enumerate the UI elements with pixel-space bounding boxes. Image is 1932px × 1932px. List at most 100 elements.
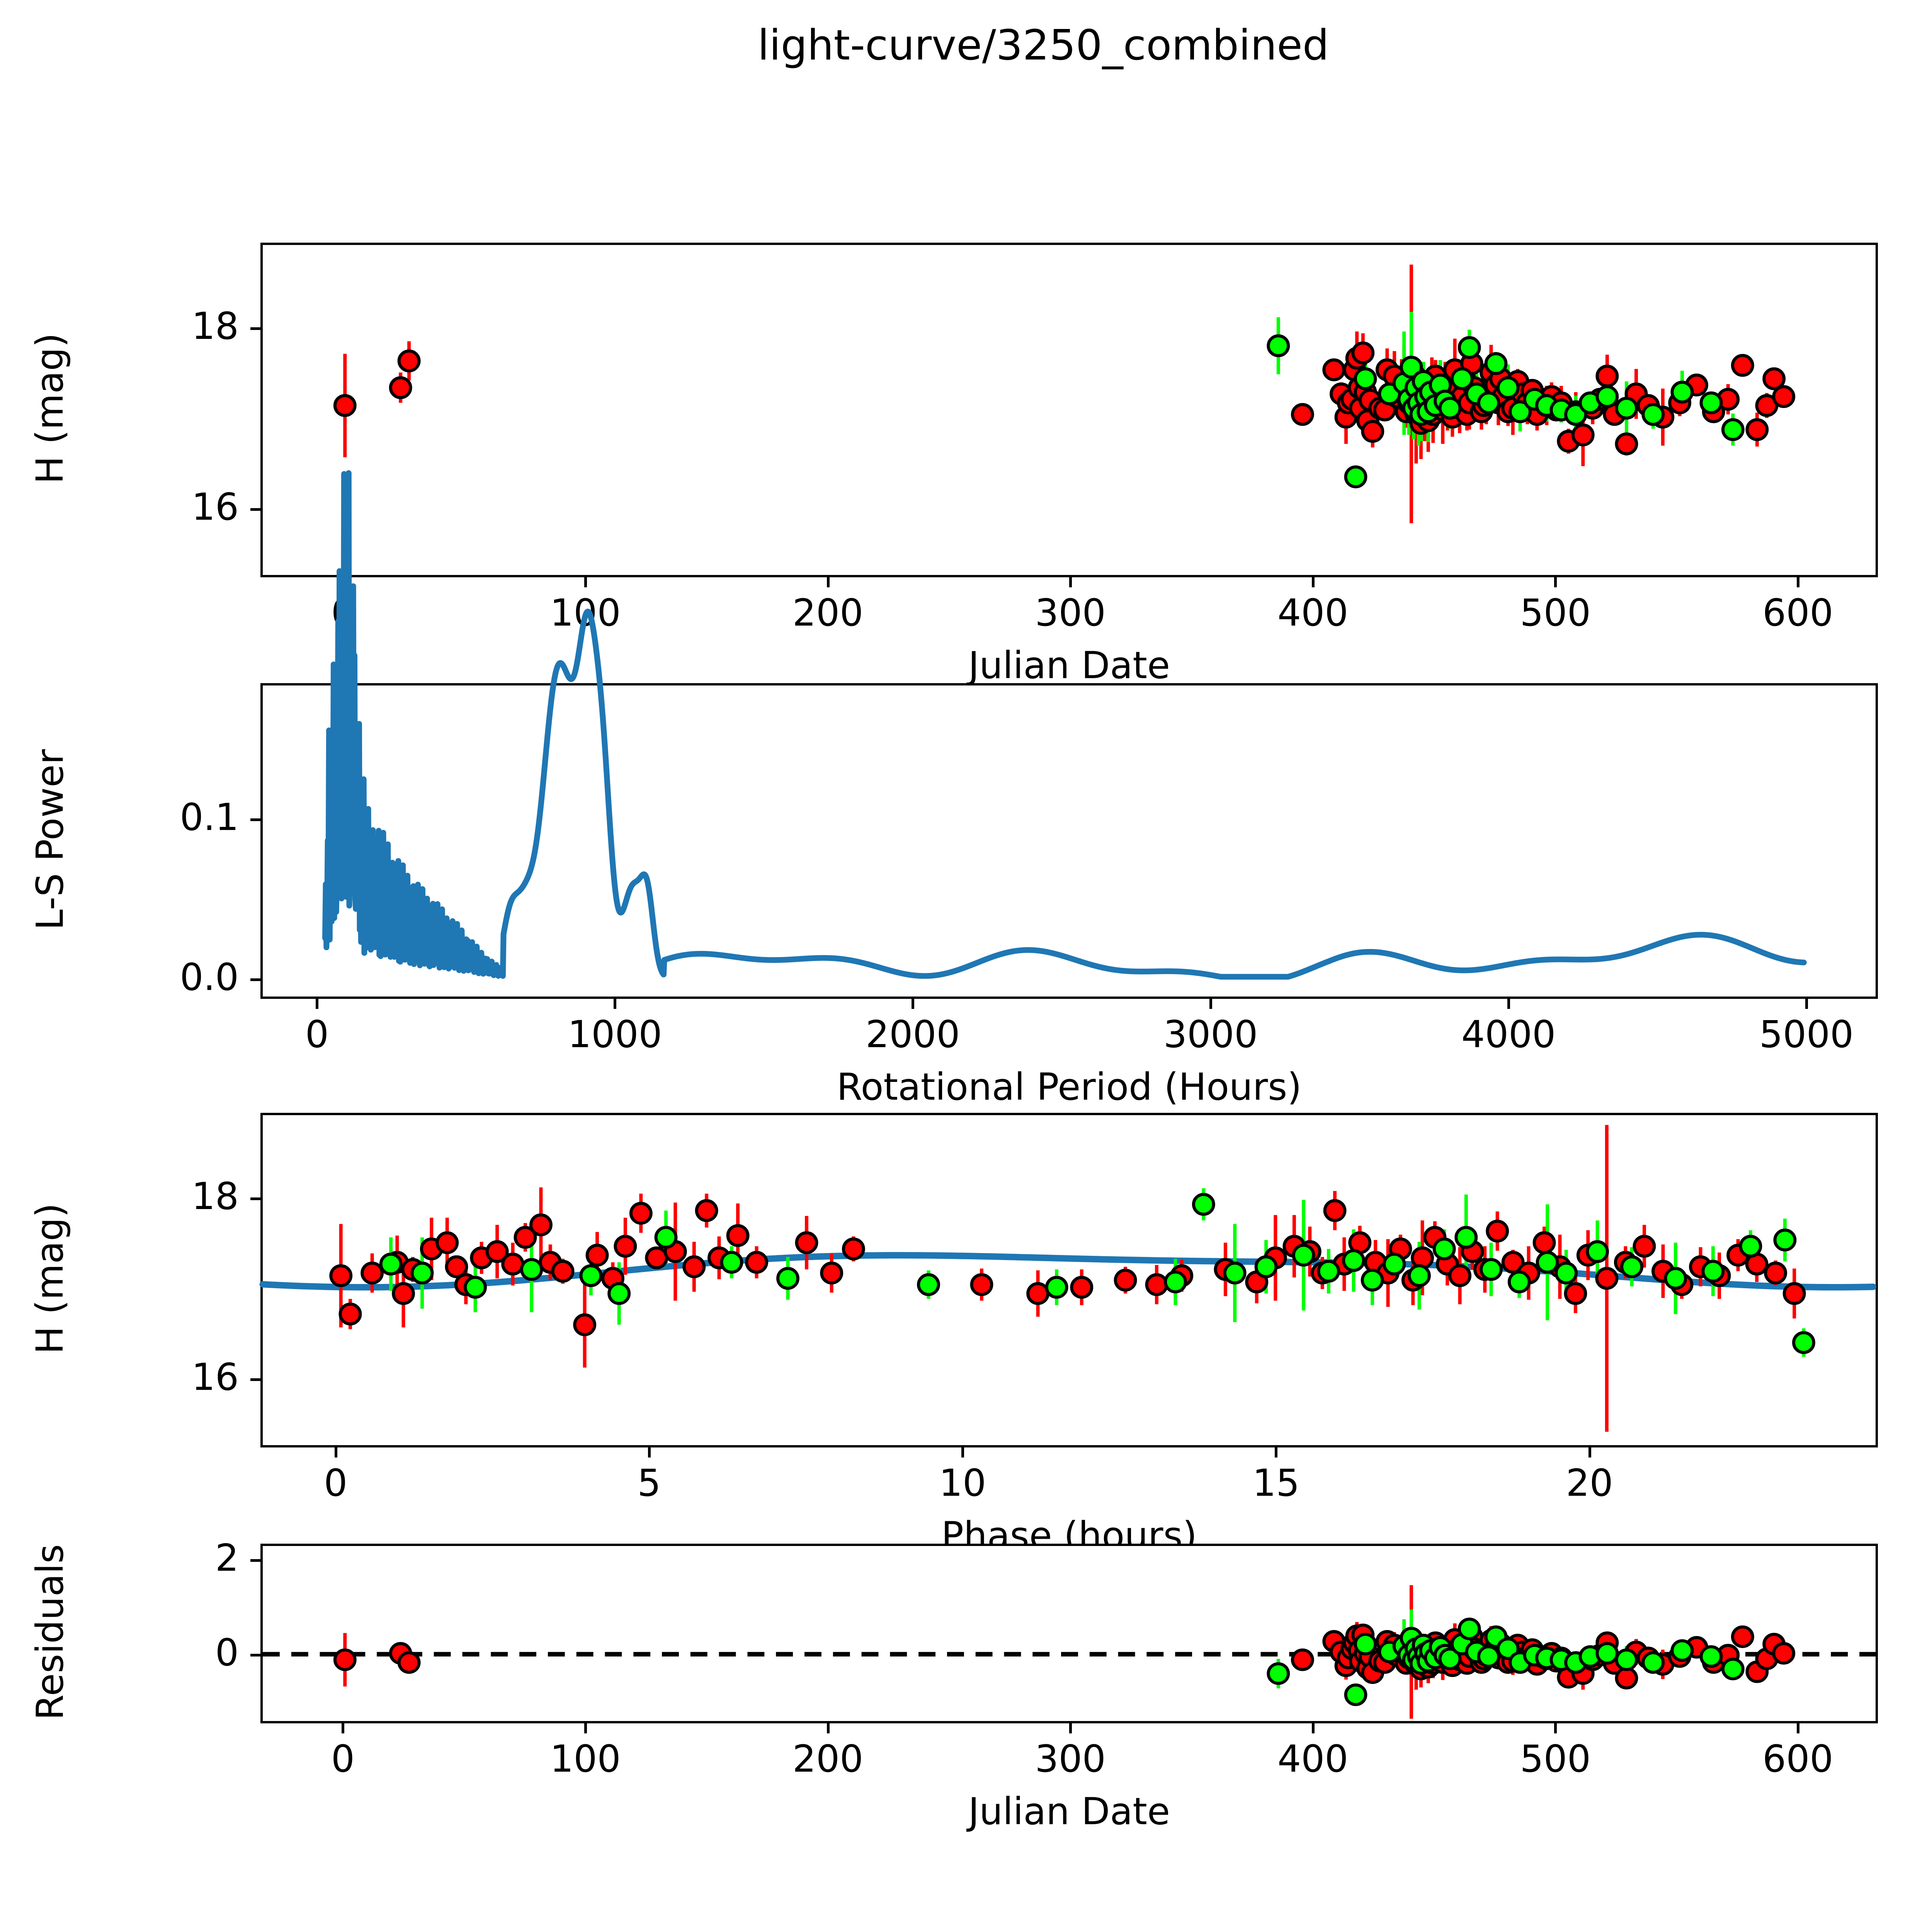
data-point-red-band <box>1615 432 1638 456</box>
data-point-green-band <box>1509 400 1532 423</box>
data-point-red-band <box>397 1651 421 1674</box>
data-point-red-band <box>1532 1231 1556 1254</box>
data-point-green-band <box>1507 1270 1531 1294</box>
x-tickmark <box>827 577 830 587</box>
x-tickmark <box>1554 577 1557 587</box>
x-tickmark <box>1069 577 1072 587</box>
data-point-red-band <box>392 1282 415 1305</box>
data-point-red-band <box>682 1255 706 1278</box>
data-point-green-band <box>1595 385 1619 408</box>
y-tickmark <box>250 508 260 511</box>
data-point-red-band <box>1745 418 1769 441</box>
x-tick-label: 500 <box>1520 591 1591 634</box>
data-point-red-band <box>338 1303 362 1326</box>
data-point-red-band <box>1291 403 1314 426</box>
data-point-red-band <box>529 1213 553 1236</box>
data-point-red-band <box>629 1202 653 1225</box>
x-tick-label: 0 <box>324 1461 348 1505</box>
x-tick-label: 5 <box>637 1461 661 1505</box>
data-point-red-band <box>842 1237 865 1260</box>
data-point-red-band <box>501 1252 525 1276</box>
data-point-green-band <box>1773 1228 1797 1252</box>
data-point-red-band <box>1731 1625 1754 1648</box>
data-points <box>329 1193 1815 1354</box>
panel-periodogram-ylabel: L-S Power <box>28 749 71 930</box>
data-point-green-band <box>1454 1226 1478 1249</box>
panel-lightcurve-xlabel: Julian Date <box>968 644 1170 687</box>
y-tickmark <box>250 1559 260 1562</box>
data-point-red-band <box>645 1246 668 1269</box>
x-tickmark <box>1805 999 1808 1009</box>
data-point-red-band <box>1351 341 1375 364</box>
data-point-red-band <box>1571 423 1595 447</box>
data-point-green-band <box>1615 396 1638 420</box>
y-tick-label: 18 <box>191 1175 239 1218</box>
data-point-green-band <box>1164 1270 1187 1294</box>
data-point-red-band <box>1772 1642 1796 1665</box>
data-point-green-band <box>379 1252 403 1276</box>
x-tickmark <box>1796 577 1799 587</box>
data-point-green-band <box>1192 1193 1215 1216</box>
data-point-red-band <box>1323 1199 1347 1222</box>
data-point-red-band <box>333 394 357 417</box>
data-point-red-band <box>695 1199 718 1222</box>
data-point-red-band <box>1291 1648 1314 1671</box>
data-point-red-band <box>1026 1282 1050 1305</box>
x-tickmark <box>648 1447 651 1458</box>
y-tickmark <box>250 1378 260 1381</box>
data-point-green-band <box>1354 1633 1377 1656</box>
panel-phasefold <box>259 1113 1878 1447</box>
y-tick-label: 16 <box>191 1355 239 1399</box>
data-point-red-band <box>1564 1282 1587 1305</box>
x-tickmark <box>1209 999 1213 1009</box>
data-point-red-band <box>361 1261 384 1285</box>
data-point-green-band <box>1400 355 1423 379</box>
data-point-green-band <box>1615 1648 1638 1671</box>
data-point-green-band <box>579 1264 603 1287</box>
data-point-green-band <box>1477 391 1500 415</box>
x-tickmark <box>334 1447 337 1458</box>
data-point-red-band <box>329 1264 353 1287</box>
x-tick-label: 15 <box>1252 1461 1300 1505</box>
data-point-green-band <box>1458 336 1481 359</box>
x-tickmark <box>961 1447 964 1458</box>
x-tickmark <box>342 1723 345 1733</box>
data-point-green-band <box>410 1261 434 1285</box>
y-tickmark <box>250 327 260 330</box>
panel-lightcurve <box>260 243 1878 577</box>
x-tickmark <box>1311 1723 1315 1733</box>
x-tick-label: 1000 <box>568 1013 662 1056</box>
x-tickmark <box>827 1723 830 1733</box>
periodogram-line <box>322 470 1807 980</box>
data-point-green-band <box>1254 1255 1278 1278</box>
x-tickmark <box>1588 1447 1591 1458</box>
data-point-red-band <box>333 1648 357 1671</box>
y-tick-label: 0.0 <box>180 956 239 999</box>
data-point-green-band <box>1432 1237 1456 1260</box>
x-tick-label: 0 <box>331 1737 355 1781</box>
panel-periodogram-xlabel: Rotational Period (Hours) <box>837 1065 1302 1109</box>
x-tickmark <box>1796 1723 1799 1733</box>
y-tick-label: 16 <box>191 485 239 529</box>
panel-residuals-plot-area <box>263 1585 1876 1719</box>
data-point-red-band <box>1762 367 1786 390</box>
data-point-red-band <box>1595 1267 1619 1290</box>
x-tick-label: 100 <box>550 1737 621 1781</box>
data-point-red-band <box>551 1260 575 1283</box>
panel-lightcurve-plot-area <box>333 264 1796 524</box>
x-tick-label: 400 <box>1277 591 1349 634</box>
data-point-green-band <box>1361 1269 1384 1292</box>
x-tick-label: 3000 <box>1163 1013 1258 1056</box>
y-tickmark <box>250 1653 260 1656</box>
panel-periodogram-plot-area <box>322 470 1807 980</box>
x-tickmark <box>1275 1447 1278 1458</box>
data-point-green-band <box>1450 367 1474 390</box>
x-tick-label: 300 <box>1035 1737 1106 1781</box>
data-point-green-band <box>917 1273 940 1296</box>
data-point-green-band <box>1536 1251 1559 1274</box>
data-point-red-band <box>970 1273 993 1296</box>
data-point-green-band <box>520 1258 543 1281</box>
data-point-green-band <box>1739 1235 1762 1258</box>
data-point-red-band <box>1448 1264 1472 1287</box>
x-tick-label: 4000 <box>1461 1013 1556 1056</box>
